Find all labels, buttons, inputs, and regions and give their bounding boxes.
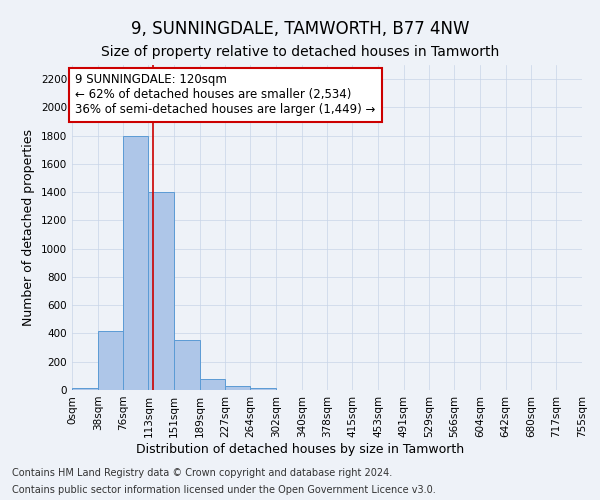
- Bar: [148, 192, 174, 390]
- Y-axis label: Number of detached properties: Number of detached properties: [22, 129, 35, 326]
- Bar: [72, 388, 98, 390]
- Text: Contains HM Land Registry data © Crown copyright and database right 2024.: Contains HM Land Registry data © Crown c…: [12, 468, 392, 477]
- Bar: [226, 386, 250, 390]
- Bar: [98, 330, 124, 390]
- Text: Size of property relative to detached houses in Tamworth: Size of property relative to detached ho…: [101, 45, 499, 59]
- Bar: [250, 388, 276, 390]
- Text: Contains public sector information licensed under the Open Government Licence v3: Contains public sector information licen…: [12, 485, 436, 495]
- Bar: [124, 136, 148, 390]
- Text: 9 SUNNINGDALE: 120sqm
← 62% of detached houses are smaller (2,534)
36% of semi-d: 9 SUNNINGDALE: 120sqm ← 62% of detached …: [76, 74, 376, 116]
- Text: Distribution of detached houses by size in Tamworth: Distribution of detached houses by size …: [136, 442, 464, 456]
- Bar: [174, 340, 200, 390]
- Bar: [200, 380, 226, 390]
- Text: 9, SUNNINGDALE, TAMWORTH, B77 4NW: 9, SUNNINGDALE, TAMWORTH, B77 4NW: [131, 20, 469, 38]
